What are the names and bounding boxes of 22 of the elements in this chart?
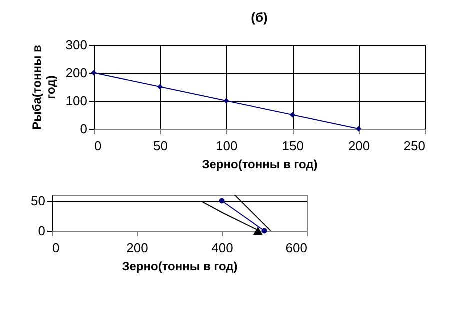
x-tick-label: 100: [216, 138, 238, 154]
x-tick-label: 200: [348, 138, 370, 154]
x-tick-label: 200: [126, 240, 148, 256]
y-tick-label: 0: [80, 122, 88, 136]
x-axis-title: Зерно(тонны в год): [122, 260, 238, 274]
x-tick-label: 150: [282, 138, 304, 154]
x-tick-label: 0: [52, 240, 60, 256]
point: [356, 126, 362, 132]
y-tick-label: 100: [66, 94, 88, 108]
x-axis-title: Зерно(тонны в год): [202, 158, 318, 172]
chart-title: (б): [251, 10, 268, 25]
x-tick-label: 50: [153, 138, 168, 154]
y-tick-label: 200: [66, 66, 88, 80]
y-tick-label: 300: [66, 38, 88, 52]
y-axis-title: Рыба(тонны в год): [30, 45, 58, 130]
x-tick-label: 250: [404, 138, 426, 154]
point: [224, 98, 230, 104]
point: [290, 112, 296, 118]
x-tick-label: 600: [286, 240, 308, 256]
point: [157, 84, 163, 90]
x-tick-label: 400: [212, 240, 234, 256]
x-tick-label: 0: [94, 138, 102, 154]
